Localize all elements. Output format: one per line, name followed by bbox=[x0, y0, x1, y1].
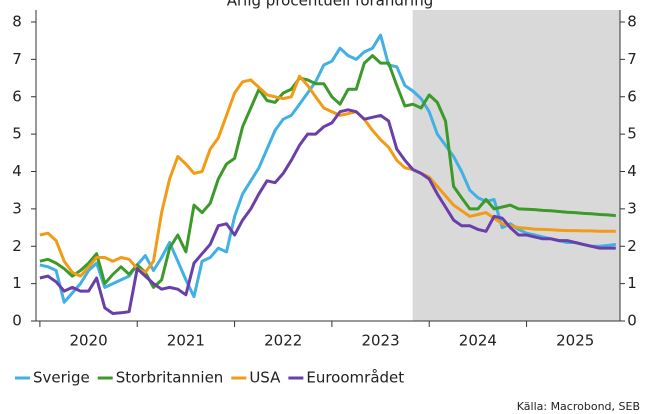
legend: Sverige Storbritannien USA Euroområdet bbox=[15, 369, 404, 387]
chart-title: Årlig procentuell förändring bbox=[227, 0, 434, 10]
x-tick-label: 2023 bbox=[361, 332, 399, 350]
y-tick-label: 0 bbox=[627, 312, 637, 330]
forecast-shade bbox=[412, 10, 620, 321]
y-tick-label: 2 bbox=[12, 237, 22, 255]
y-tick-label: 1 bbox=[627, 274, 637, 292]
y-tick-label: 2 bbox=[627, 237, 637, 255]
x-tick-label: 2025 bbox=[556, 332, 594, 350]
y-tick-label: 7 bbox=[12, 50, 22, 68]
y-tick-label: 5 bbox=[627, 125, 637, 143]
legend-label: Euroområdet bbox=[306, 369, 404, 387]
x-tick-label: 2022 bbox=[264, 332, 302, 350]
y-tick-label: 4 bbox=[12, 162, 22, 180]
y-tick-label: 3 bbox=[627, 199, 637, 217]
x-tick-label: 2024 bbox=[459, 332, 497, 350]
legend-label: Storbritannien bbox=[116, 369, 224, 387]
y-tick-label: 8 bbox=[627, 13, 637, 31]
y-tick-label: 0 bbox=[12, 312, 22, 330]
y-tick-label: 1 bbox=[12, 274, 22, 292]
y-tick-label: 8 bbox=[12, 13, 22, 31]
y-tick-label: 6 bbox=[627, 87, 637, 105]
legend-label: USA bbox=[249, 369, 281, 387]
y-tick-label: 4 bbox=[627, 162, 637, 180]
series-line bbox=[39, 108, 616, 315]
x-tick-label: 2021 bbox=[167, 332, 205, 350]
y-tick-label: 7 bbox=[627, 50, 637, 68]
y-tick-label: 6 bbox=[12, 87, 22, 105]
y-tick-label: 3 bbox=[12, 199, 22, 217]
x-tick-label: 2020 bbox=[69, 332, 107, 350]
y-tick-label: 5 bbox=[12, 125, 22, 143]
series-line bbox=[39, 74, 616, 278]
source: Källa: Macrobond, SEB bbox=[517, 400, 640, 413]
legend-label: Sverige bbox=[33, 369, 90, 387]
